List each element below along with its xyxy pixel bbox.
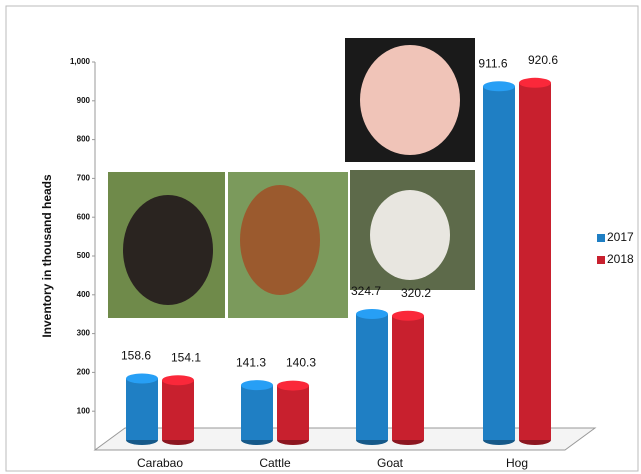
- bar-top: [126, 373, 158, 383]
- bar: [483, 86, 515, 440]
- value-label: 320.2: [401, 286, 431, 300]
- y-tick-label: 800: [77, 135, 91, 144]
- bar-top: [392, 311, 424, 321]
- y-tick-label: 900: [77, 96, 91, 105]
- bar-top: [277, 381, 309, 391]
- y-tick-label: 300: [77, 329, 91, 338]
- bar-top: [519, 78, 551, 88]
- x-tick-label: Carabao: [137, 456, 183, 470]
- y-tick-label: 700: [77, 174, 91, 183]
- photo-hog: [345, 38, 475, 162]
- value-label: 141.3: [236, 355, 266, 369]
- bar: [392, 316, 424, 440]
- x-tick-label: Cattle: [259, 456, 291, 470]
- bar: [356, 314, 388, 440]
- x-tick-label: Goat: [377, 456, 404, 470]
- y-axis-label: Inventory in thousand heads: [40, 174, 54, 338]
- y-tick-label: 500: [77, 251, 91, 260]
- value-label: 140.3: [286, 356, 316, 370]
- bar-top: [241, 380, 273, 390]
- bar-top: [356, 309, 388, 319]
- photo-subject: [240, 185, 320, 295]
- bar: [519, 83, 551, 440]
- value-label: 158.6: [121, 349, 151, 363]
- y-tick-label: 600: [77, 212, 91, 221]
- photo-subject: [123, 195, 213, 305]
- photo-carabao: [108, 172, 225, 318]
- photo-subject: [370, 190, 450, 280]
- photo-subject: [360, 45, 460, 155]
- bar: [162, 380, 194, 440]
- bar: [126, 378, 158, 440]
- bar: [277, 386, 309, 440]
- x-tick-label: Hog: [506, 456, 528, 470]
- legend-label: 2018: [607, 252, 634, 266]
- legend-label: 2017: [607, 230, 634, 244]
- y-tick-label: 400: [77, 290, 91, 299]
- bar-top: [483, 81, 515, 91]
- value-label: 920.6: [528, 53, 558, 67]
- value-label: 911.6: [478, 56, 507, 70]
- legend-swatch: [597, 256, 605, 264]
- value-label: 154.1: [171, 350, 201, 364]
- legend-swatch: [597, 234, 605, 242]
- bar-top: [162, 375, 194, 385]
- y-tick-label: 100: [77, 406, 91, 415]
- y-tick-label: 200: [77, 368, 91, 377]
- y-tick-label: 1,000: [70, 57, 91, 66]
- photo-cattle: [228, 172, 348, 318]
- photo-goat: [350, 170, 475, 290]
- bar: [241, 385, 273, 440]
- chart: Inventory in thousand heads 100 200 300 400…: [0, 0, 641, 474]
- value-label: 324.7: [351, 284, 381, 298]
